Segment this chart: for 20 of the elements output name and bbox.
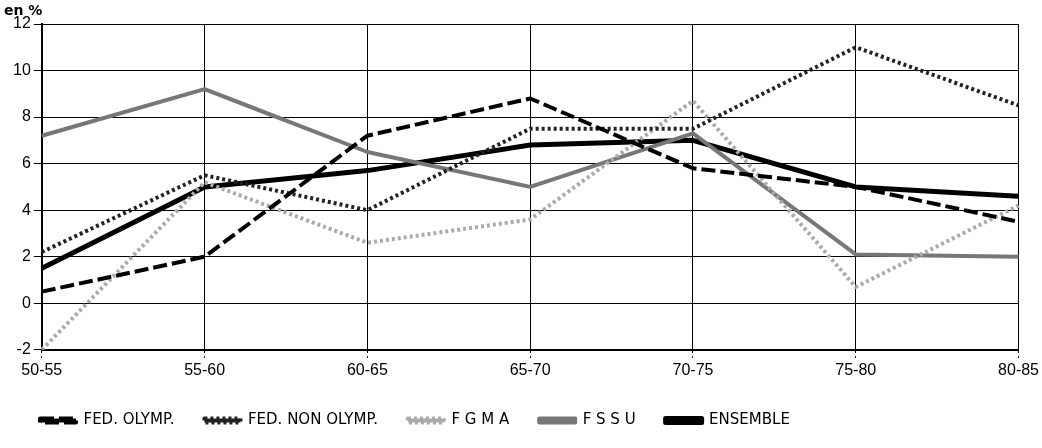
x-tick-label: 70-75 bbox=[672, 360, 714, 378]
legend-label: FED. NON OLYMP. bbox=[247, 410, 378, 429]
y-tick-label: -2 bbox=[16, 340, 31, 358]
x-tick-label: 50-55 bbox=[21, 360, 63, 378]
x-tick-label: 55-60 bbox=[184, 360, 226, 378]
x-tick-label: 80-85 bbox=[998, 360, 1040, 378]
x-tick-label: 75-80 bbox=[835, 360, 877, 378]
y-tick-label: 12 bbox=[13, 14, 31, 32]
y-tick-label: 6 bbox=[21, 154, 31, 172]
legend-label: F S S U bbox=[582, 410, 636, 429]
legend-label: F G M A bbox=[451, 410, 510, 429]
y-tick-label: 10 bbox=[13, 60, 31, 78]
y-tick-label: 4 bbox=[21, 200, 31, 218]
y-tick-label: 8 bbox=[21, 107, 31, 125]
x-tick-label: 60-65 bbox=[346, 360, 388, 378]
y-tick-label: 0 bbox=[21, 293, 31, 311]
legend-label: FED. OLYMP. bbox=[83, 410, 175, 429]
y-tick-label: 2 bbox=[21, 247, 31, 265]
legend-label: ENSEMBLE bbox=[709, 410, 790, 429]
x-tick-label: 65-70 bbox=[509, 360, 551, 378]
